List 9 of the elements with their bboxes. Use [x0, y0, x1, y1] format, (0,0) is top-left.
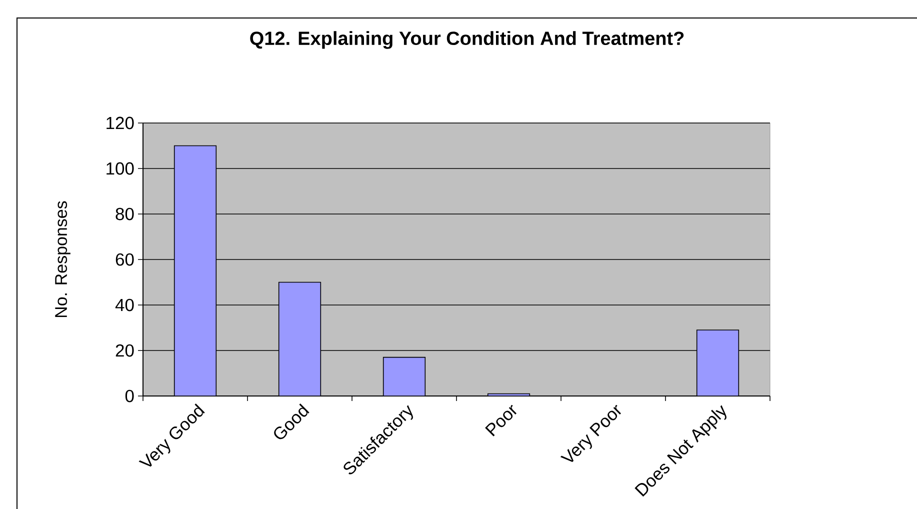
y-tick-label: 80: [116, 208, 134, 220]
y-tick-label: 120: [106, 116, 134, 130]
chart-title: Q12. Explaining Your Condition And Treatment?: [250, 31, 684, 49]
y-tick-label: 40: [115, 298, 134, 312]
y-axis-title: No. Responses: [55, 201, 70, 318]
y-tick-label: 100: [106, 162, 134, 175]
y-tick-label: 60: [116, 253, 134, 266]
y-tick-label: 20: [116, 344, 134, 357]
y-tick-label: 0: [125, 390, 134, 402]
